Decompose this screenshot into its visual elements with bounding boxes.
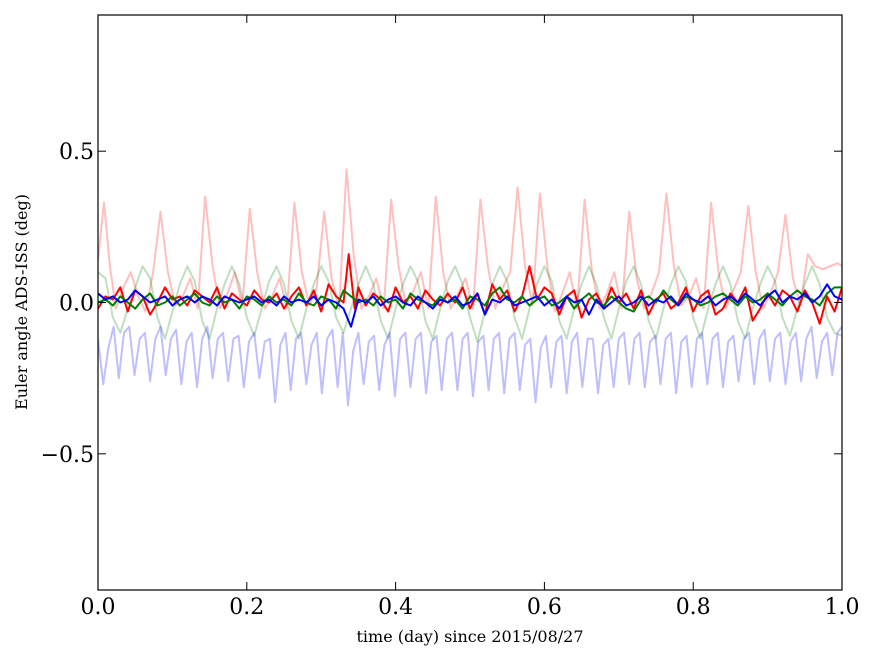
series-layer xyxy=(98,168,842,407)
x-tick-label: 0.2 xyxy=(229,595,264,620)
series-line-0 xyxy=(98,168,842,313)
x-tick-label: 0.8 xyxy=(676,595,711,620)
y-axis-label: Euler angle ADS-ISS (deg) xyxy=(12,194,31,410)
series-line-1 xyxy=(98,265,842,343)
series-line-2 xyxy=(98,325,842,407)
x-tick-label: 1.0 xyxy=(825,595,860,620)
y-tick-label: 0.5 xyxy=(59,140,94,165)
y-tick-label: 0.0 xyxy=(59,292,94,317)
x-axis-label: time (day) since 2015/08/27 xyxy=(356,627,583,646)
x-tick-label: 0.4 xyxy=(378,595,413,620)
x-tick-label: 0.0 xyxy=(81,595,116,620)
y-tick-label: −0.5 xyxy=(41,443,94,468)
tick-layer: 0.0 0.2 0.4 0.6 0.8 1.0 −0.5 0.0 0.5 xyxy=(41,15,860,620)
plot-frame xyxy=(97,14,843,591)
x-tick-label: 0.6 xyxy=(527,595,562,620)
series-line-5 xyxy=(98,283,842,328)
series-line-3 xyxy=(98,253,842,325)
